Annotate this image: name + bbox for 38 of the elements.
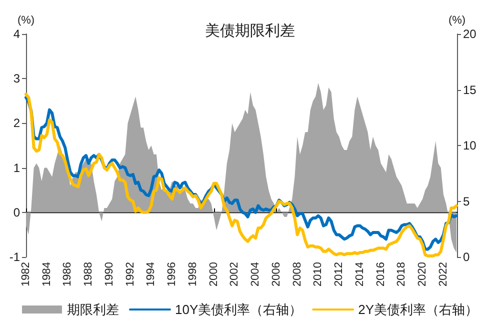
y2-tick-label: 5 — [463, 194, 470, 208]
x-tick-label: 2018 — [396, 262, 408, 286]
y-tick-label: 4 — [13, 27, 20, 41]
y2-tick-label: 15 — [463, 82, 477, 97]
y-tick-label: -1 — [9, 250, 20, 264]
x-tick-label: 2012 — [333, 262, 346, 286]
y-tick-label: 1 — [13, 160, 20, 175]
x-tick-label: 2022 — [437, 262, 450, 286]
legend-label: 2Y美债利率（右轴） — [358, 302, 478, 317]
x-tick-label: 1996 — [166, 262, 178, 286]
x-tick-label: 2000 — [208, 262, 220, 286]
x-tick-label: 1994 — [145, 262, 158, 286]
x-tick-label: 1988 — [82, 262, 95, 286]
y2-tick-label: 10 — [463, 138, 477, 152]
y2-axis-title: (%) — [448, 14, 466, 26]
x-tick-label: 1998 — [186, 262, 199, 286]
y-tick-label: 3 — [13, 72, 20, 86]
y2-tick-label: 20 — [463, 27, 477, 41]
x-tick-label: 2016 — [374, 262, 387, 286]
chart-title: 美债期限利差 — [205, 22, 295, 40]
legend-label: 期限利差 — [66, 302, 119, 317]
x-tick-label: 1982 — [20, 262, 32, 286]
x-tick-label: 1990 — [103, 262, 116, 286]
x-tick-label: 2010 — [312, 262, 324, 286]
y-tick-label: 0 — [13, 205, 20, 220]
x-tick-label: 2014 — [354, 262, 366, 286]
x-tick-label: 2008 — [291, 262, 304, 286]
x-tick-label: 2002 — [228, 262, 241, 286]
x-tick-label: 1986 — [62, 262, 74, 286]
x-tick-label: 2006 — [270, 262, 282, 286]
x-tick-label: 2004 — [250, 262, 262, 286]
x-tick-label: 2020 — [416, 262, 429, 286]
y-axis-title: (%) — [17, 14, 35, 26]
y2-tick-label: 0 — [463, 250, 470, 264]
x-tick-label: 1992 — [124, 262, 136, 286]
x-tick-label: 1984 — [40, 262, 53, 286]
legend-label: 10Y美债利率（右轴） — [174, 302, 302, 317]
y-tick-label: 2 — [13, 116, 20, 130]
